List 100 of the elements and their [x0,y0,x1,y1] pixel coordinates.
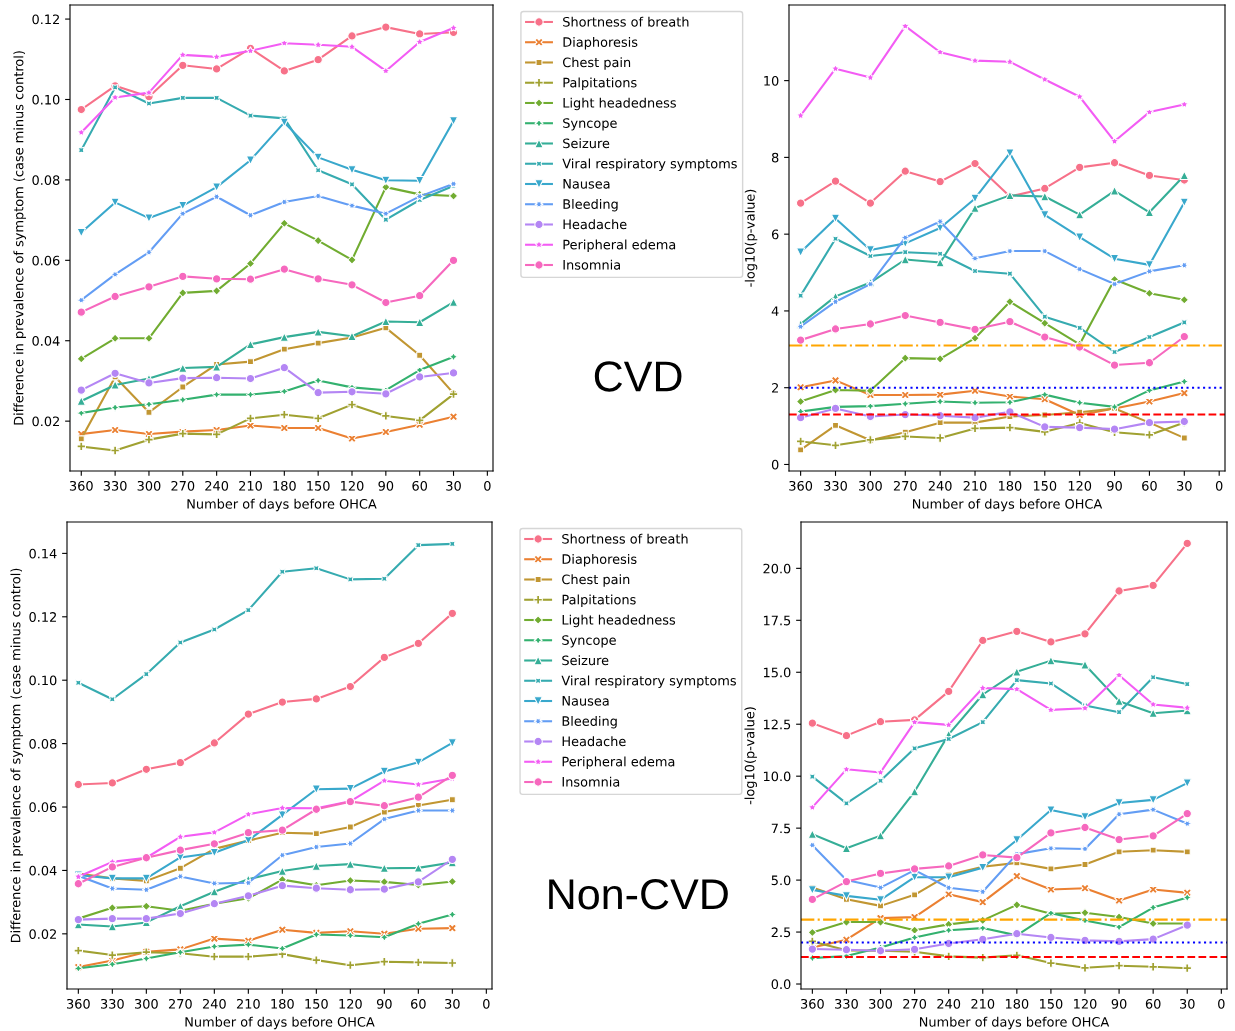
x-tick-label: 210 [963,480,987,491]
y-tick-label: 8 [771,152,779,163]
legend-label: Bleeding [562,715,617,729]
legend-label: Seizure [562,655,609,666]
legend-label: Headache [562,736,626,747]
x-tick-label: 60 [412,480,428,491]
legend-label: Viral respiratory symptoms [561,675,736,688]
x-tick-label: 300 [134,998,158,1009]
x-tick-label: 0 [1215,480,1223,491]
x-tick-label: 240 [205,480,229,491]
x-tick-label: 210 [971,998,995,1009]
x-axis-title: Number of days before OHCA [919,1016,1110,1030]
x-tick-label: 60 [1142,480,1157,491]
legend-label: Headache [563,219,627,230]
legend-label: Shortness of breath [562,533,688,544]
x-tick-label: 30 [1180,998,1195,1009]
x-tick-label: 120 [339,998,362,1009]
x-tick-label: 330 [100,998,124,1009]
y-axis-title: -log10(p-value) [744,707,757,805]
legend-label: Peripheral edema [563,239,676,252]
y-tick-label: 0.10 [32,94,60,105]
x-tick-label: 0 [484,480,491,491]
x-tick-label: 240 [937,998,961,1009]
y-tick-label: 0.12 [29,612,56,622]
x-tick-label: 360 [801,998,824,1009]
x-tick-label: 90 [376,998,392,1009]
legend-label: Light headedness [563,97,676,111]
x-tick-label: 180 [999,480,1022,491]
x-tick-label: 180 [273,480,296,491]
x-tick-label: 90 [1107,480,1122,491]
x-tick-label: 30 [1177,480,1192,491]
x-tick-label: 270 [903,998,927,1009]
x-tick-label: 0 [483,998,490,1009]
x-tick-label: 180 [1005,998,1029,1009]
x-axis-title: Number of days before OHCA [185,1016,375,1030]
x-tick-label: 150 [305,998,328,1009]
x-tick-label: 270 [171,480,195,491]
y-tick-label: 5.0 [771,875,791,886]
text: Non-CVD [549,879,728,910]
x-tick-label: 60 [1145,998,1161,1009]
legend-label: Bleeding [563,198,618,212]
x-tick-label: 150 [1040,998,1063,1009]
y-tick-label: 0 [771,459,779,470]
y-axis-title: Difference in prevalence of symptom (case minus control) [10,568,23,943]
legend-label: Light headedness [562,614,676,628]
legend-label: Peripheral edema [562,756,675,769]
x-tick-label: 240 [928,480,952,491]
legend-label: Diaphoresis [563,36,638,50]
x-tick-label: 330 [103,480,127,491]
x-tick-label: 120 [1074,998,1097,1009]
x-tick-label: 210 [236,998,260,1009]
x-tick-label: 300 [137,480,161,491]
x-tick-label: 270 [168,998,192,1009]
legend-label: Palpitations [562,594,636,607]
x-tick-label: 0 [1218,998,1225,1009]
legend-label: Syncope [562,635,616,648]
y-tick-label: 0.02 [29,929,56,939]
x-tick-label: 60 [411,998,426,1009]
y-tick-label: 0.14 [29,548,57,559]
y-tick-label: 2.5 [771,927,791,938]
y-tick-label: 12.5 [763,719,791,730]
legend-label: Seizure [563,138,610,149]
y-tick-label: 0.0 [771,979,791,990]
y-tick-label: 20.0 [763,563,791,574]
y-axis-title: -log10(p-value) [744,189,758,287]
y-tick-label: 0.06 [29,802,57,813]
x-tick-label: 210 [239,480,262,491]
x-tick-label: 360 [66,998,90,1009]
legend-label: Diaphoresis [562,553,637,567]
legend-label: Chest pain [562,574,630,587]
y-tick-label: 0.04 [32,336,60,346]
y-tick-label: 10 [764,75,779,86]
y-tick-label: 17.5 [763,615,791,626]
x-tick-label: 330 [835,998,858,1009]
text: CVD [594,361,682,392]
legend-label: Insomnia [563,259,620,270]
x-tick-label: 360 [69,480,93,491]
y-tick-label: 0.08 [32,175,60,185]
y-tick-label: 15.0 [763,667,791,678]
legend-label: Syncope [563,118,617,131]
x-tick-label: 330 [824,480,847,491]
x-tick-label: 360 [789,480,813,491]
y-tick-label: 4 [771,306,779,316]
y-tick-label: 2 [772,383,778,393]
x-tick-label: 180 [271,998,294,1009]
x-tick-label: 120 [341,480,364,491]
legend-label: Nausea [563,179,610,189]
y-tick-label: 0.06 [32,255,60,266]
x-tick-label: 30 [446,480,461,491]
legend-label: Insomnia [562,776,620,787]
x-tick-label: 240 [202,998,226,1009]
y-tick-label: 0.08 [29,738,57,749]
x-tick-label: 120 [1068,480,1092,491]
y-tick-label: 6 [771,229,779,240]
x-axis-title: Number of days before OHCA [912,498,1103,512]
legend-label: Viral respiratory symptoms [562,158,737,171]
y-tick-label: 0.02 [32,416,59,427]
y-tick-label: 10.0 [763,771,791,782]
x-tick-label: 90 [378,480,394,491]
x-tick-label: 150 [307,480,330,491]
